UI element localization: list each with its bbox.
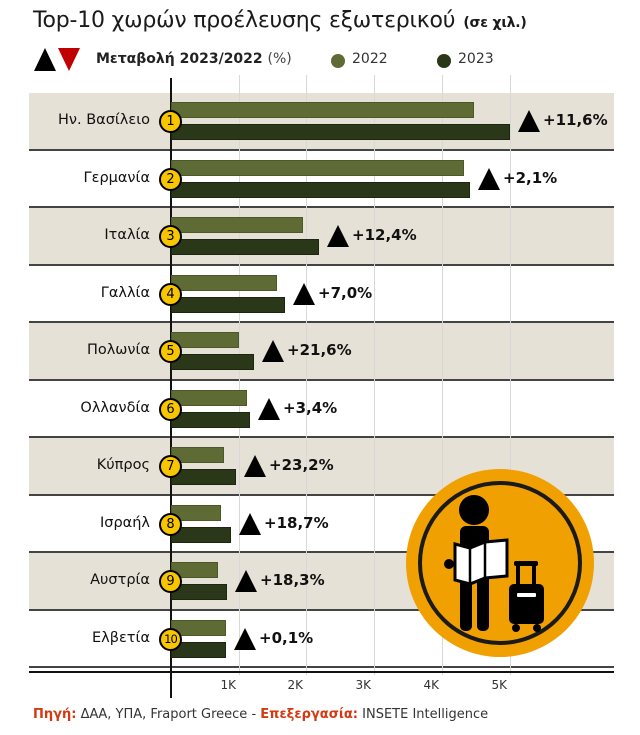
gridline: [374, 75, 375, 675]
bar-2022: [171, 217, 303, 233]
processing-text: INSETE Intelligence: [362, 707, 489, 722]
source-text: ΔΑΑ, ΥΠΑ, Fraport Greece -: [80, 707, 257, 722]
source-label: Πηγή:: [33, 707, 77, 722]
rank-badge: 1: [159, 110, 182, 133]
rank-badge: 9: [159, 570, 182, 593]
bar-2022: [171, 102, 475, 118]
triangle-down-icon: [58, 48, 80, 71]
triangle-up-icon: [518, 110, 540, 132]
x-tick-label: 1K: [220, 678, 236, 692]
bar-2023: [171, 354, 255, 370]
country-label: Αυστρία: [90, 572, 150, 588]
country-label: Γερμανία: [83, 169, 150, 186]
row-band: [29, 151, 614, 208]
rank-badge: 8: [159, 512, 182, 536]
change-value: +18,3%: [260, 571, 325, 589]
change-value: +2,1%: [503, 168, 558, 187]
triangle-up-icon: [293, 282, 315, 305]
triangle-up-icon: [34, 48, 56, 71]
triangle-up-icon: [235, 570, 257, 592]
country-label: Γαλλία: [100, 284, 150, 301]
x-tick-label: 2K: [287, 678, 303, 692]
country-label: Κύπρος: [96, 457, 150, 473]
gridline: [442, 75, 443, 675]
country-label: Πολωνία: [86, 342, 150, 358]
row-band: [29, 323, 614, 381]
bar-2022: [171, 274, 278, 291]
x-tick-label: 5K: [491, 678, 507, 692]
change-value: +12,4%: [352, 226, 417, 244]
change-value: +11,6%: [543, 111, 608, 129]
country-label: Ισραήλ: [100, 514, 150, 531]
chart-title: Top-10 χωρών προέλευσης εξωτερικού (σε χι…: [33, 8, 527, 33]
triangle-up-icon: [244, 455, 266, 477]
rank-badge: 2: [159, 167, 182, 191]
triangle-up-icon: [258, 397, 280, 420]
bar-2022: [171, 159, 465, 176]
bar-2023: [171, 181, 471, 198]
rank-badge: 3: [159, 225, 182, 248]
processing-label: Επεξεργασία:: [260, 707, 359, 722]
chart-title-text: Top-10 χωρών προέλευσης εξωτερικού: [33, 8, 456, 33]
bar-2022: [171, 332, 240, 348]
triangle-up-icon: [262, 340, 284, 362]
change-value: +18,7%: [264, 513, 329, 532]
change-value: +23,2%: [269, 456, 334, 474]
rank-badge: 5: [159, 340, 182, 363]
rank-badge: 7: [159, 455, 182, 478]
legend: Μεταβολή 2023/2022 (%) 2022 2023: [34, 46, 614, 72]
country-label: Ην. Βασίλειο: [57, 112, 150, 128]
x-tick-label: 4K: [423, 678, 439, 692]
source-note: Πηγή: ΔΑΑ, ΥΠΑ, Fraport Greece - Επεξεργ…: [33, 707, 488, 722]
bar-2023: [171, 296, 285, 313]
change-value: +0,1%: [259, 628, 314, 647]
triangle-up-icon: [239, 512, 261, 535]
chart-unit: (σε χιλ.): [463, 15, 527, 31]
gridline: [510, 75, 511, 675]
rank-badge: 6: [159, 397, 182, 421]
x-tick-label: 3K: [355, 678, 371, 692]
traveler-with-map-and-suitcase-icon: [405, 468, 595, 658]
change-value: +3,4%: [283, 398, 338, 417]
row-band: [29, 496, 614, 553]
legend-label-2023: 2023: [458, 51, 494, 67]
x-axis-line: [29, 671, 614, 673]
gridline: [239, 75, 240, 675]
rank-badge: 4: [159, 282, 182, 306]
bar-2023: [171, 124, 510, 140]
bar-2023: [171, 411, 250, 428]
bar-2022: [171, 389, 247, 406]
country-label: Ιταλία: [104, 227, 150, 243]
legend-change-unit: (%): [267, 51, 292, 67]
triangle-up-icon: [327, 225, 349, 247]
row-band: [29, 611, 614, 668]
y-axis-line: [170, 78, 172, 698]
legend-dot-2023: [437, 54, 451, 68]
triangle-up-icon: [478, 167, 500, 190]
legend-label-2022: 2022: [352, 51, 388, 67]
change-value: +7,0%: [318, 283, 373, 302]
country-label: Ολλανδία: [80, 399, 150, 416]
legend-dot-2022: [331, 54, 345, 68]
legend-change-text: Μεταβολή 2023/2022: [96, 51, 263, 67]
triangle-up-icon: [234, 627, 256, 650]
row-band: [29, 266, 614, 323]
row-band: [29, 381, 614, 438]
row-band: [29, 208, 614, 266]
bar-2023: [171, 239, 320, 255]
gridline: [306, 75, 307, 675]
rank-badge: 10: [159, 627, 182, 651]
row-band: [29, 438, 614, 496]
country-label: Ελβετία: [91, 629, 150, 646]
legend-change-label: Μεταβολή 2023/2022 (%): [96, 51, 292, 67]
change-value: +21,6%: [287, 341, 352, 359]
